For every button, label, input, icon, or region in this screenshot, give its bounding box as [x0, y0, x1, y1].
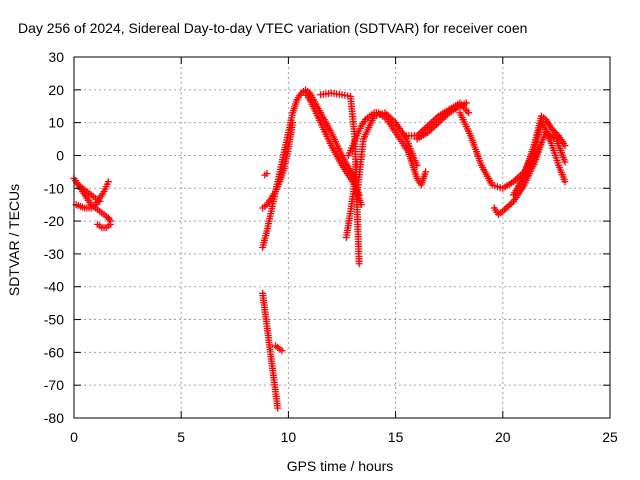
data-point — [561, 142, 569, 150]
data-point — [278, 347, 286, 355]
data-point — [289, 119, 297, 127]
y-tick-label: 20 — [48, 82, 64, 98]
data-point — [424, 122, 432, 130]
data-point — [508, 199, 516, 207]
series-track-u — [520, 128, 569, 182]
data-point — [433, 120, 441, 128]
data-point — [96, 197, 104, 205]
data-point — [550, 127, 558, 135]
y-tick-label: -60 — [44, 344, 64, 360]
data-point — [464, 109, 472, 117]
data-point — [274, 404, 282, 412]
series-track-q — [413, 99, 470, 143]
data-point — [427, 119, 435, 127]
grid-layer — [74, 57, 610, 418]
data-point — [429, 124, 437, 132]
y-tick-label: -70 — [44, 377, 64, 393]
data-point — [502, 204, 510, 212]
data-point — [431, 122, 439, 130]
data-point — [413, 161, 421, 169]
data-point — [384, 112, 392, 120]
data-point — [263, 170, 271, 178]
data-point — [427, 125, 435, 133]
data-point — [426, 120, 434, 128]
plot-frame — [73, 56, 611, 419]
series-track-g — [261, 170, 271, 179]
data-point — [105, 215, 113, 223]
y-tick-label: -10 — [44, 180, 64, 196]
data-point — [431, 115, 439, 123]
data-point — [501, 206, 509, 214]
x-tick-label: 20 — [495, 429, 511, 445]
y-tick-label: 30 — [48, 49, 64, 65]
y-tick-label: -50 — [44, 312, 64, 328]
data-point — [561, 178, 569, 186]
x-tick-label: 5 — [177, 429, 185, 445]
series-track-m — [342, 158, 361, 241]
data-point — [106, 220, 114, 228]
series-track-e — [259, 289, 282, 412]
series-track-f — [272, 342, 286, 355]
chart-title: Day 256 of 2024, Sidereal Day-to-day VTE… — [18, 20, 527, 36]
x-axis-label: GPS time / hours — [287, 458, 394, 474]
y-tick-label: -30 — [44, 246, 64, 262]
data-point — [436, 117, 444, 125]
data-point — [383, 110, 391, 118]
data-point — [438, 115, 446, 123]
data-point — [422, 124, 430, 132]
series-track-i — [259, 119, 297, 212]
x-tick-label: 15 — [388, 429, 404, 445]
y-tick-label: -80 — [44, 410, 64, 426]
data-layer — [70, 86, 569, 412]
y-axis-label: SDTVAR / TECUs — [6, 184, 22, 296]
y-tick-label: 0 — [56, 147, 64, 163]
data-point — [422, 168, 430, 176]
series-track-h — [259, 86, 314, 251]
x-tick-label: 25 — [602, 429, 618, 445]
series-track-r — [456, 109, 569, 192]
y-tick-label: -20 — [44, 213, 64, 229]
data-point — [434, 119, 442, 127]
x-tick-label: 10 — [281, 429, 297, 445]
tick-layer: 0 5 10 15 20 25 -80 -70 -60 -50 -40 -30 -20 -10 0 10 20 3… — [44, 49, 618, 445]
data-point — [104, 178, 112, 186]
data-point — [462, 99, 470, 107]
data-point — [420, 125, 428, 133]
y-tick-label: -40 — [44, 279, 64, 295]
y-tick-label: 10 — [48, 115, 64, 131]
data-point — [561, 158, 569, 166]
series-track-d — [94, 220, 114, 232]
x-tick-label: 0 — [70, 429, 78, 445]
data-point — [551, 128, 559, 136]
data-point — [429, 117, 437, 125]
data-point — [355, 260, 363, 268]
series-track-c — [74, 181, 104, 205]
data-point — [548, 125, 556, 133]
data-point — [504, 202, 512, 210]
data-point — [386, 114, 394, 122]
series-track-t — [510, 112, 569, 199]
data-point — [506, 201, 514, 209]
